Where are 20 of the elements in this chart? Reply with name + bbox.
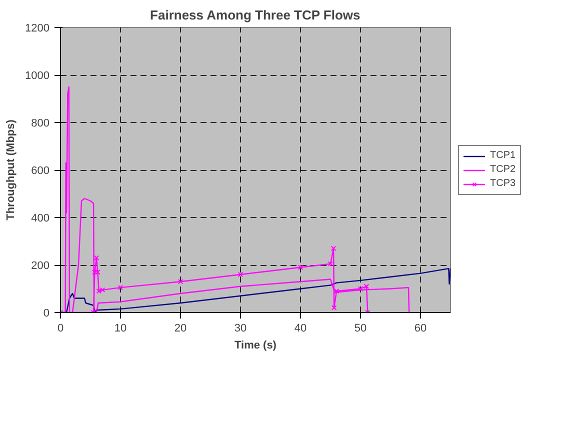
x-tick-label: 20 <box>174 322 187 334</box>
y-tick-label: 0 <box>43 308 50 320</box>
x-tick-label: 50 <box>354 322 367 334</box>
chart-title: Fairness Among Three TCP Flows <box>150 8 360 22</box>
x-tick-label: 0 <box>57 322 64 334</box>
x-tick-label: 10 <box>114 322 127 334</box>
x-tick-label: 30 <box>234 322 247 334</box>
y-tick-label: 1000 <box>25 70 50 82</box>
y-tick-label: 400 <box>31 212 50 224</box>
x-tick-label: 60 <box>414 322 427 334</box>
y-tick-label: 600 <box>31 165 50 177</box>
x-axis-title: Time (s) <box>234 340 277 352</box>
y-tick-label: 800 <box>31 118 50 130</box>
legend-label: TCP3 <box>490 178 516 190</box>
x-tick-label: 40 <box>294 322 307 334</box>
y-tick-label: 200 <box>31 260 50 272</box>
y-tick-label: 1200 <box>25 22 50 34</box>
y-axis-title: Throughput (Mbps) <box>5 119 18 220</box>
legend-label: TCP1 <box>490 150 516 162</box>
legend-label: TCP2 <box>490 164 516 176</box>
